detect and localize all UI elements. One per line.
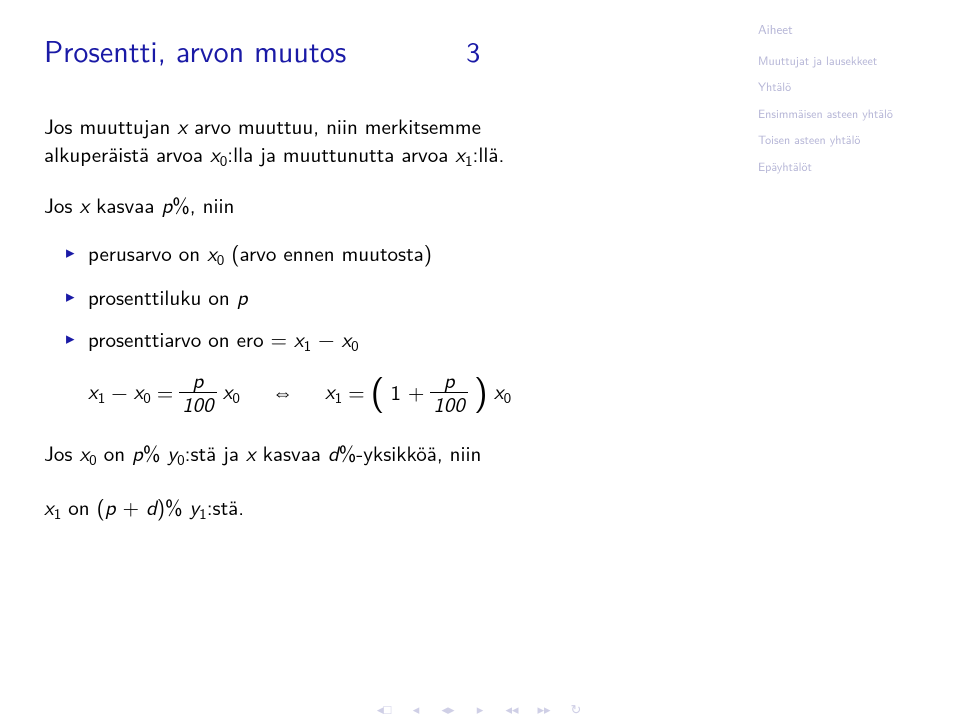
nav-bar: ◂□ ◂ ◂▸ ▸ ◂◂ ▸▸ ↻ [0, 698, 960, 720]
text: %-yksikköä, niin [339, 438, 482, 468]
text: Jos [44, 438, 79, 468]
var-y1: y [189, 492, 199, 522]
var-x: x [177, 111, 187, 141]
var: x [88, 376, 98, 406]
var-x1: x [455, 139, 465, 169]
text: )% [157, 492, 190, 522]
fraction: p 100 [430, 370, 468, 415]
nav-prev-section-icon[interactable]: ◂◂ [505, 700, 519, 719]
fraction: p 100 [179, 370, 217, 415]
var: x [325, 376, 335, 406]
sub: 1 [465, 149, 473, 171]
sub: 1 [98, 386, 106, 408]
nav-up-icon[interactable]: ◂▸ [441, 700, 455, 719]
sidebar-item-equation[interactable]: Yhtälö [758, 79, 942, 93]
sub: 0 [143, 386, 151, 408]
nav-prev-icon[interactable]: ◂ [409, 700, 423, 719]
slide-title: Prosentti, arvon muutos 3 [44, 28, 696, 72]
equation-line: x1 − x0 = p 100 x0 ⇔ x1 = ( 1 + p 100 ) … [88, 370, 696, 415]
line4: Jos x0 on p% y0:stä ja x kasvaa d%-yksik… [44, 439, 696, 469]
sub: 0 [89, 447, 97, 469]
text: Jos muuttujan [44, 111, 177, 141]
var-y0: y [167, 438, 177, 468]
sidebar-item-inequalities[interactable]: Epäyhtälöt [758, 159, 942, 173]
condition-line: Jos x kasvaa p%, niin [44, 191, 696, 219]
text: (arvo ennen muutosta) [224, 238, 432, 268]
sub: 0 [232, 386, 240, 408]
op-eq: = [157, 378, 173, 406]
text: on [97, 438, 132, 468]
var-x: x [246, 438, 256, 468]
text: − [311, 324, 341, 354]
text: + [116, 492, 146, 522]
text: %, niin [172, 190, 234, 220]
sub: 1 [335, 386, 343, 408]
sidebar-item-first-degree[interactable]: Ensimmäisen asteen yhtälö [758, 106, 942, 120]
var-d: d [328, 438, 339, 468]
var-d: d [146, 492, 157, 522]
sidebar-item-second-degree[interactable]: Toisen asteen yhtälö [758, 132, 942, 146]
text: 1 + [391, 378, 425, 406]
var-p: p [132, 438, 143, 468]
op-eq: = [348, 378, 364, 406]
var: x [134, 376, 144, 406]
sub: 0 [351, 334, 359, 356]
text: alkuperäistä arvoa [44, 139, 210, 169]
frac-den: 100 [430, 392, 468, 415]
nav-next-icon[interactable]: ▸ [473, 700, 487, 719]
line5: x1 on (p + d)% y1:stä. [44, 493, 696, 523]
var: x [79, 438, 89, 468]
text: kasvaa [256, 438, 328, 468]
sub: 0 [177, 447, 185, 469]
var-x0: x [207, 238, 217, 268]
var: x [223, 376, 233, 406]
text: on ( [61, 492, 105, 522]
nav-first-icon[interactable]: ◂□ [377, 700, 391, 719]
text: perusarvo on [88, 238, 207, 268]
op-minus: − [111, 378, 127, 406]
title-text: Prosentti, arvon muutos [44, 28, 346, 72]
slide-main: Prosentti, arvon muutos 3 Jos muuttujan … [0, 0, 740, 680]
sub: 0 [504, 386, 512, 408]
bullet-item: perusarvo on x0 (arvo ennen muutosta) [66, 239, 696, 269]
text: kasvaa [89, 190, 161, 220]
text: prosenttiluku on [88, 282, 237, 312]
intro-paragraph: Jos muuttujan x arvo muuttuu, niin merki… [44, 112, 696, 171]
var-x: x [79, 190, 89, 220]
text: % [143, 438, 168, 468]
text: :lla ja muuttunutta arvoa [227, 139, 455, 169]
sidebar-heading: Aiheet [758, 20, 942, 39]
var-p: p [105, 492, 116, 522]
text: arvo muuttuu, niin merkitsemme [187, 111, 481, 141]
sub: 1 [199, 501, 207, 523]
text: :llä. [473, 139, 505, 169]
bullet-list: perusarvo on x0 (arvo ennen muutosta) pr… [66, 239, 696, 356]
op-iff: ⇔ [272, 378, 293, 406]
slide-body: Jos muuttujan x arvo muuttuu, niin merki… [44, 112, 696, 523]
var: x [44, 492, 54, 522]
bullet-item: prosenttiluku on p [66, 283, 696, 311]
text: prosenttiarvo on ero = [88, 324, 294, 354]
text: :stä ja [185, 438, 246, 468]
frac-den: 100 [179, 392, 217, 415]
text: Jos [44, 190, 79, 220]
var-x0: x [210, 139, 220, 169]
var-x0: x [341, 324, 351, 354]
text: :stä. [207, 492, 244, 522]
var-x1: x [294, 324, 304, 354]
slide-number: 3 [466, 30, 480, 71]
var: x [494, 376, 504, 406]
bullet-item: prosenttiarvo on ero = x1 − x0 [66, 325, 696, 355]
sidebar-nav: Aiheet Muuttujat ja lausekkeet Yhtälö En… [740, 0, 960, 720]
nav-next-section-icon[interactable]: ▸▸ [537, 700, 551, 719]
sidebar-item-variables[interactable]: Muuttujat ja lausekkeet [758, 53, 942, 67]
nav-cycle-icon[interactable]: ↻ [569, 700, 583, 719]
var-p: p [237, 282, 248, 312]
var-p: p [161, 190, 172, 220]
